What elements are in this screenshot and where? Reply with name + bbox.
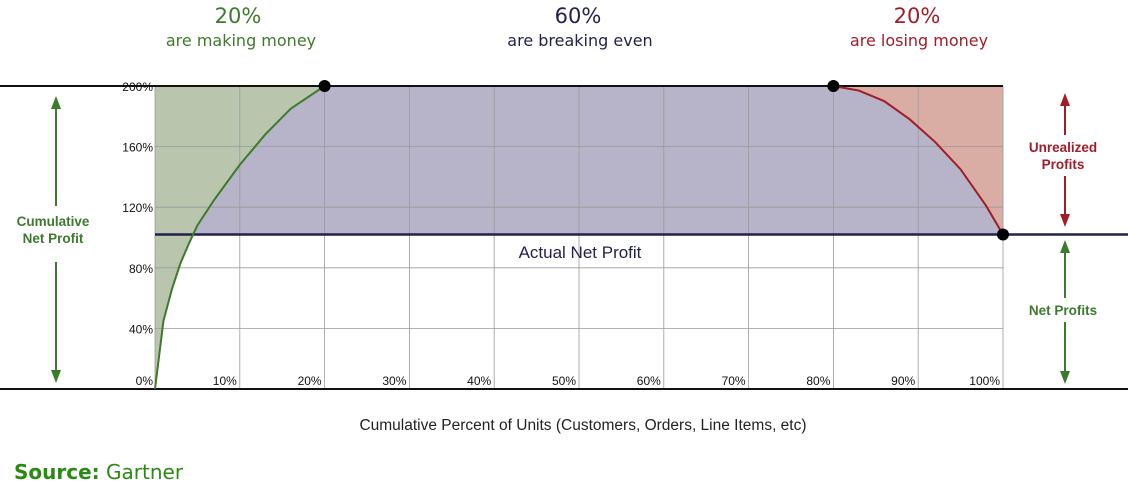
y-tick-label: 80%: [129, 262, 153, 276]
key-point-dot: [827, 80, 840, 92]
key-points: [318, 80, 1009, 241]
x-tick-label: 30%: [382, 374, 406, 388]
source-value: Gartner: [106, 460, 184, 484]
net-profits-label: Net Profits: [1029, 303, 1097, 318]
segment-losing-money-percent: 20%: [894, 4, 941, 28]
x-tick-label: 70%: [722, 374, 746, 388]
up-arrowhead-icon: [51, 96, 61, 109]
x-tick-label: 40%: [467, 374, 491, 388]
unrealized-profits-annotation: Unrealized Profits: [1029, 93, 1097, 227]
series-losing-money-curve: [833, 85, 1004, 235]
x-tick-label: 10%: [213, 374, 237, 388]
y-tick-label: 160%: [122, 141, 153, 155]
x-tick-label: 100%: [969, 374, 1000, 388]
segment-breaking-even-percent: 60%: [555, 4, 602, 28]
segment-making-money-percent: 20%: [215, 4, 262, 28]
y-tick-labels: 0%40%80%120%160%200%: [122, 80, 153, 388]
down-arrowhead-icon: [1060, 371, 1070, 384]
x-tick-label: 90%: [891, 374, 915, 388]
up-arrowhead-icon: [1060, 240, 1070, 253]
cumulative-net-profit-annotation: Cumulative Net Profit: [17, 96, 90, 383]
x-tick-labels: 10% 20% 30% 40% 50% 60% 70% 80% 90% 100%: [213, 374, 1001, 388]
segment-making-money-caption: are making money: [166, 31, 316, 50]
source-label: Source:: [14, 460, 100, 484]
cumulative-label: Cumulative: [17, 214, 90, 229]
x-tick-label: 50%: [552, 374, 576, 388]
up-arrowhead-icon: [1060, 93, 1070, 106]
net-profit-label: Net Profit: [23, 231, 84, 246]
actual-net-profit-label: Actual Net Profit: [519, 243, 642, 262]
y-tick-label: 120%: [122, 201, 153, 215]
y-tick-label: 0%: [136, 374, 154, 388]
y-tick-label: 40%: [129, 322, 153, 336]
key-point-dot: [318, 80, 331, 92]
segment-losing-money-caption: are losing money: [850, 31, 988, 50]
down-arrowhead-icon: [51, 370, 61, 383]
losing-money-area: [833, 86, 1003, 235]
net-profits-annotation: Net Profits: [1029, 240, 1097, 384]
down-arrowhead-icon: [1060, 214, 1070, 227]
source-note: Source: Gartner: [14, 460, 183, 484]
unrealized-label: Unrealized: [1029, 140, 1097, 155]
series-making-money-curve: [154, 85, 326, 390]
x-tick-label: 60%: [637, 374, 661, 388]
key-point-dot: [997, 228, 1009, 241]
segment-breaking-even-caption: are breaking even: [507, 31, 652, 50]
making-money-area: [155, 86, 325, 389]
x-tick-label: 80%: [806, 374, 830, 388]
profits-label: Profits: [1042, 157, 1085, 172]
x-tick-label: 20%: [298, 374, 322, 388]
x-axis-title: Cumulative Percent of Units (Customers, …: [359, 417, 806, 434]
grid-lines: [154, 86, 1004, 389]
